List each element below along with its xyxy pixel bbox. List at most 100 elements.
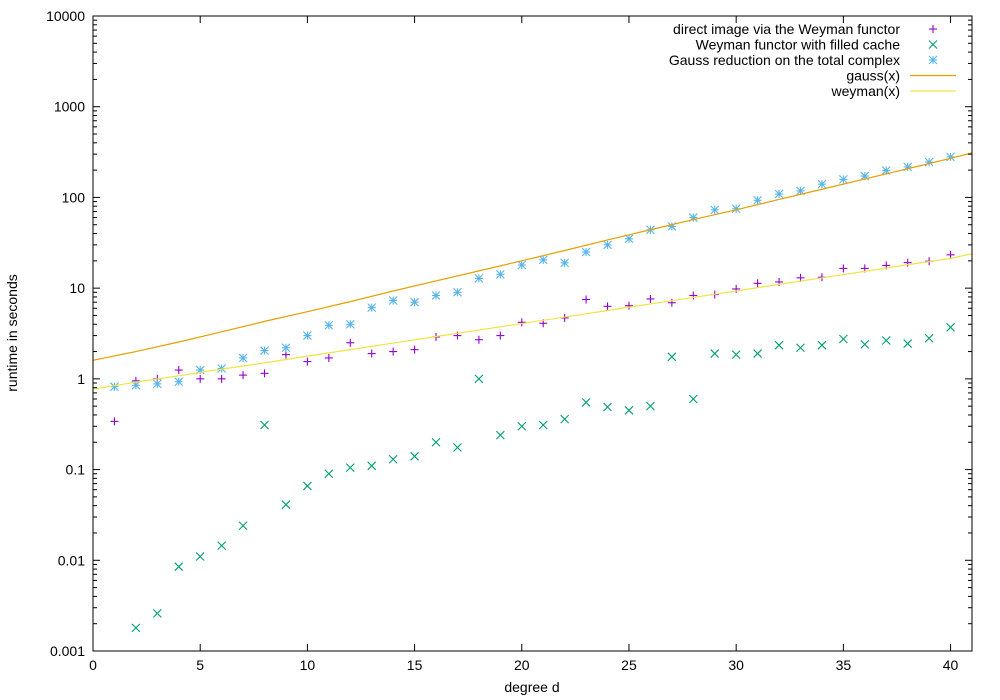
data-point	[238, 353, 248, 363]
data-point	[367, 303, 377, 313]
y-tick-label: 0.1	[66, 462, 86, 478]
data-point	[710, 205, 720, 215]
data-point	[581, 398, 591, 407]
legend: direct image via the Weyman functorWeyma…	[669, 21, 956, 99]
data-point	[474, 374, 484, 384]
data-point	[152, 608, 162, 618]
data-point	[946, 322, 955, 332]
series-line	[92, 152, 973, 361]
data-point	[560, 414, 570, 424]
data-point	[560, 258, 570, 268]
data-point	[603, 302, 612, 311]
data-point	[324, 353, 333, 362]
data-point	[196, 374, 205, 383]
data-point	[517, 260, 527, 270]
x-tick-label: 0	[89, 657, 97, 673]
data-point	[538, 255, 548, 265]
x-tick-label: 35	[836, 657, 852, 673]
data-point	[367, 349, 376, 358]
data-point	[260, 420, 269, 430]
data-point	[839, 264, 848, 273]
data-point	[838, 175, 848, 184]
data-point	[946, 250, 955, 259]
data-point	[410, 345, 419, 354]
x-tick-label: 20	[514, 657, 530, 673]
x-tick-label: 25	[621, 657, 637, 673]
data-point	[903, 339, 913, 348]
data-point	[603, 240, 612, 250]
data-point	[946, 152, 955, 162]
data-point	[324, 320, 334, 330]
legend-marker	[928, 40, 938, 49]
series-4	[92, 152, 973, 361]
data-point	[431, 291, 441, 300]
series-1	[110, 250, 955, 426]
data-point	[582, 295, 591, 304]
data-point	[474, 274, 484, 283]
series-3	[110, 152, 955, 392]
y-tick-label: 0.001	[50, 643, 85, 659]
data-point	[195, 552, 205, 561]
y-axis-label: runtime in seconds	[4, 274, 20, 392]
data-point	[152, 379, 162, 389]
data-point	[474, 335, 483, 344]
x-axis-label: degree d	[504, 679, 559, 695]
legend-label: Gauss reduction on the total complex	[669, 52, 900, 68]
data-point	[924, 157, 934, 167]
data-point	[131, 623, 141, 633]
data-point	[688, 394, 698, 404]
data-point	[431, 437, 441, 447]
data-point	[796, 343, 805, 353]
data-point	[624, 234, 634, 244]
data-point	[667, 352, 677, 362]
data-point	[753, 349, 762, 358]
data-point	[517, 421, 527, 431]
data-point	[710, 349, 720, 358]
data-point	[367, 461, 377, 471]
data-point	[603, 402, 612, 412]
y-tick-label: 0.01	[58, 552, 85, 568]
data-point	[388, 454, 398, 464]
data-point	[345, 319, 355, 329]
data-point	[774, 189, 784, 199]
y-tick-label: 1000	[54, 99, 85, 115]
x-tick-label: 30	[728, 657, 744, 673]
data-point	[624, 301, 633, 310]
data-point	[281, 500, 291, 510]
data-point	[753, 279, 762, 288]
y-tick-label: 1	[77, 371, 85, 387]
data-point	[731, 350, 741, 360]
y-tick-label: 100	[62, 189, 86, 205]
data-point	[517, 318, 526, 327]
legend-label: Weyman functor with filled cache	[696, 37, 901, 53]
data-point	[303, 357, 312, 366]
data-point	[174, 377, 184, 387]
data-point	[174, 366, 183, 375]
data-point	[881, 336, 891, 345]
series-2	[131, 322, 955, 633]
data-point	[174, 562, 184, 572]
legend-marker	[929, 25, 937, 33]
data-point	[646, 294, 655, 303]
data-point	[239, 371, 248, 380]
data-point	[495, 269, 505, 279]
legend-label: direct image via the Weyman functor	[673, 21, 900, 37]
ticks-layer: 0 5 10 15 20 25 30 35 40 0.001 0.01 0.1 1 10 100 1000 10…	[46, 8, 972, 673]
data-point	[453, 287, 462, 297]
series-layer	[92, 152, 973, 633]
data-point	[303, 481, 312, 491]
data-point	[924, 333, 934, 343]
data-point	[238, 521, 248, 531]
data-point	[410, 451, 419, 461]
data-point	[110, 417, 119, 426]
data-point	[281, 343, 291, 353]
data-point	[453, 443, 462, 452]
data-point	[217, 541, 227, 551]
data-point	[753, 195, 762, 205]
legend-marker	[928, 55, 938, 65]
legend-label: gauss(x)	[846, 68, 900, 84]
data-point	[345, 463, 355, 473]
data-point	[217, 374, 226, 383]
